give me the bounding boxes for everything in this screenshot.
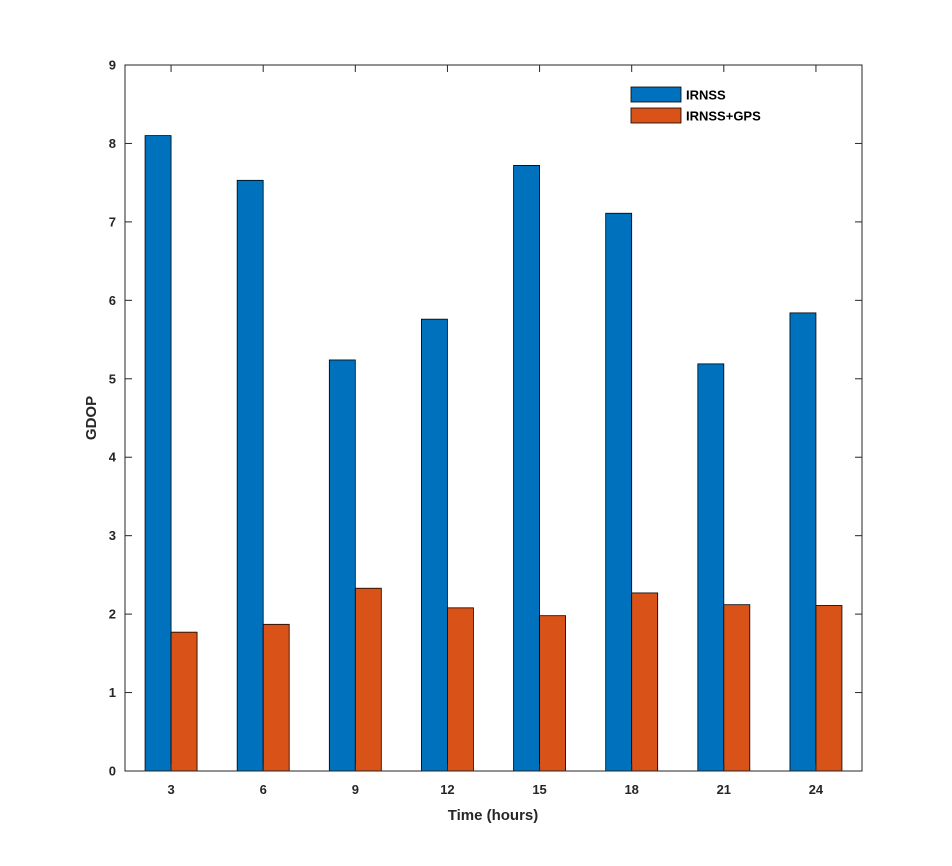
y-tick-label: 5 [109, 371, 116, 386]
x-tick-label: 24 [809, 782, 824, 797]
axes-frame [124, 64, 863, 772]
y-tick-label: 2 [109, 607, 116, 622]
bar-irnss-gps-21 [723, 604, 751, 772]
x-tick-label: 9 [352, 782, 359, 797]
bar-irnss-gps-15 [539, 615, 566, 772]
y-tick-label: 4 [109, 450, 117, 465]
bar-irnss-gps-3 [170, 631, 198, 772]
bar-irnss-15 [513, 165, 540, 772]
bar-irnss-9 [328, 359, 356, 772]
plot-area [125, 65, 862, 771]
bar-irnss-gps-24 [815, 605, 843, 772]
bar-irnss-18 [605, 212, 633, 772]
y-tick-label: 0 [109, 764, 116, 779]
y-tick-label: 6 [109, 293, 116, 308]
legend-swatch-irnss [630, 86, 682, 103]
bars-layer [144, 135, 843, 772]
legend-label-irnss: IRNSS [686, 88, 726, 103]
y-tick-label: 7 [109, 214, 116, 229]
bar-irnss-6 [236, 179, 264, 772]
bar-irnss-gps-6 [262, 623, 290, 772]
y-tick-label: 3 [109, 528, 116, 543]
bar-irnss-24 [789, 312, 817, 772]
x-tick-label: 21 [717, 782, 731, 797]
x-tick-label: 15 [532, 782, 546, 797]
x-tick-label: 18 [624, 782, 638, 797]
legend-swatch-irnss-gps [630, 107, 682, 124]
y-tick-label: 8 [109, 136, 116, 151]
bar-irnss-21 [697, 363, 725, 772]
legend: IRNSS IRNSS+GPS [623, 78, 801, 130]
x-tick-label: 6 [260, 782, 267, 797]
bar-irnss-12 [421, 318, 448, 772]
x-tick-label: 12 [440, 782, 454, 797]
bar-irnss-gps-9 [354, 587, 382, 772]
y-tick-label: 1 [109, 685, 116, 700]
x-tick-label: 3 [167, 782, 174, 797]
x-axis-label: Time (hours) [448, 807, 539, 824]
y-tick-label: 9 [109, 58, 116, 73]
y-axis-label: GDOP [83, 396, 100, 440]
bar-irnss-3 [144, 135, 172, 772]
bar-irnss-gps-12 [447, 607, 474, 772]
legend-label-irnss-gps: IRNSS+GPS [686, 109, 761, 124]
bar-irnss-gps-18 [631, 592, 659, 772]
